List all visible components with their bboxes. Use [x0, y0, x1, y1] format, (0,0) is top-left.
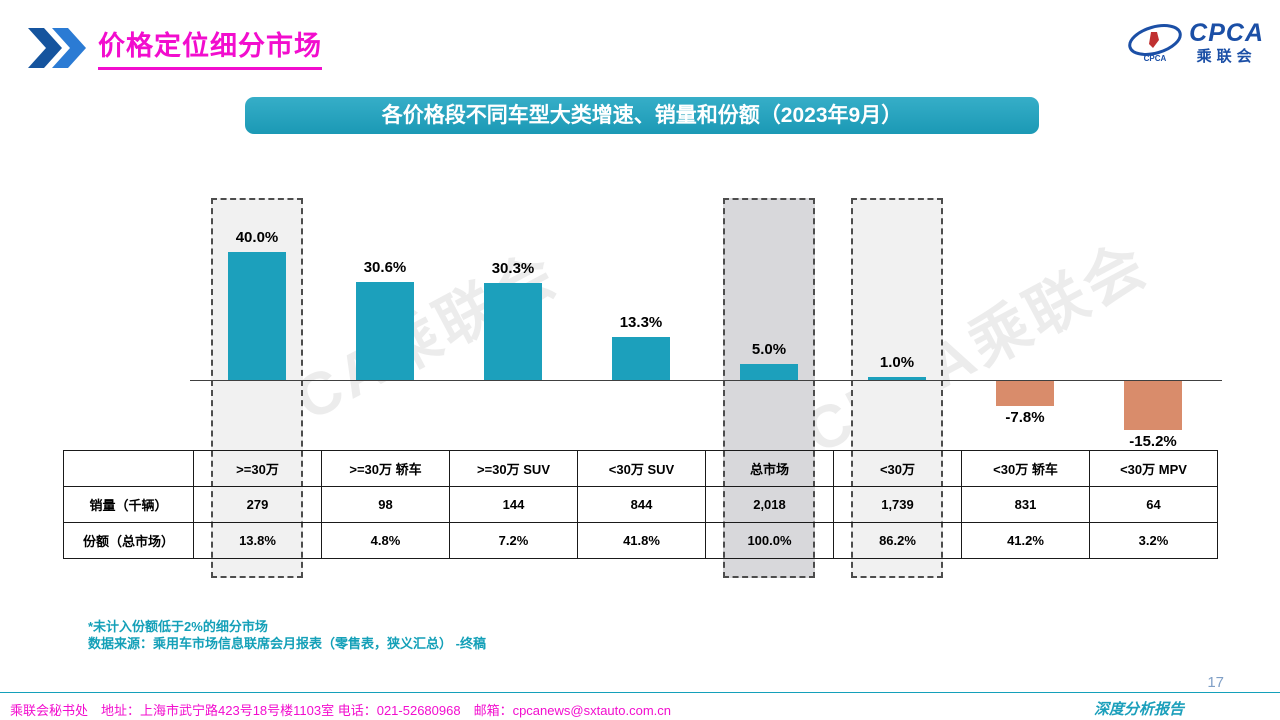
- table-cell: <30万 SUV: [577, 450, 706, 487]
- table-cell: 98: [321, 486, 450, 523]
- footer-divider: [0, 692, 1280, 693]
- bar->=30万 SUV: [484, 283, 542, 380]
- bar->=30万 轿车: [356, 282, 414, 380]
- zero-axis-line: [190, 380, 1222, 381]
- bar->=30万: [228, 252, 286, 380]
- bar-<30万: [868, 376, 926, 380]
- table-cell: 831: [961, 486, 1090, 523]
- cpca-logo: CPCA CPCA 乘联会: [1125, 20, 1264, 64]
- table-cell: <30万 轿车: [961, 450, 1090, 487]
- table-cell: 4.8%: [321, 522, 450, 559]
- bar-总市场: [740, 364, 798, 380]
- logo-sub-label: 乘联会: [1196, 47, 1257, 65]
- table-row: 份额（总市场） 13.8% 4.8% 7.2% 41.8% 100.0% 86.2% 41.2…: [63, 522, 1218, 559]
- page-number: 17: [1207, 674, 1224, 691]
- table-cell: 13.8%: [193, 522, 322, 559]
- footnotes: *未计入份额低于2%的细分市场 数据来源：乘用车市场信息联席会月报表（零售表，狭…: [88, 618, 486, 652]
- table-cell: 3.2%: [1089, 522, 1218, 559]
- footer-contact-text: 乘联会秘书处 地址：上海市武宁路423号18号楼1103室 电话：021-526…: [10, 703, 672, 718]
- bar-value-label: 1.0%: [879, 353, 915, 371]
- bar-value-label: 13.3%: [619, 314, 663, 332]
- data-table: >=30万 >=30万 轿车 >=30万 SUV <30万 SUV 总市场 <30万 <30…: [63, 450, 1218, 559]
- table-cell: <30万: [833, 450, 962, 487]
- cpca-emblem-icon: CPCA: [1128, 24, 1182, 63]
- bar-value-label: 5.0%: [751, 341, 787, 358]
- table-cell: 279: [193, 486, 322, 523]
- table-cell: 销量（千辆）: [63, 486, 194, 523]
- table-cell: 总市场: [705, 450, 834, 487]
- table-row: 销量（千辆） 279 98 144 844 2,018 1,739 831 64: [63, 486, 1218, 523]
- table-cell: 7.2%: [449, 522, 578, 559]
- table-cell: 41.8%: [577, 522, 706, 559]
- footnote-line1: *未计入份额低于2%的细分市场: [88, 619, 268, 634]
- table-cell: >=30万: [193, 450, 322, 487]
- logo-text: CPCA 乘联会: [1189, 18, 1264, 65]
- table-cell: 144: [449, 486, 578, 523]
- logo-main-label: CPCA: [1189, 18, 1264, 47]
- bar-<30万 轿车: [996, 381, 1054, 406]
- table-cell: 1,739: [833, 486, 962, 523]
- table-header-row: >=30万 >=30万 轿车 >=30万 SUV <30万 SUV 总市场 <30万 <30…: [63, 450, 1218, 487]
- page-title: 价格定位细分市场: [98, 24, 322, 70]
- footnote-line2: 数据来源：乘用车市场信息联席会月报表（零售表，狭义汇总） -终稿: [88, 636, 486, 651]
- table-cell: >=30万 SUV: [449, 450, 578, 487]
- bar-value-label: -15.2%: [1129, 432, 1177, 450]
- double-chevron-icon: [28, 28, 86, 68]
- bar-value-label: 40.0%: [235, 229, 279, 246]
- table-cell: 41.2%: [961, 522, 1090, 559]
- report-label: 深度分析报告: [1093, 702, 1184, 718]
- bar-<30万 SUV: [612, 337, 670, 380]
- bar-value-label: 30.3%: [491, 260, 535, 278]
- table-cell: 86.2%: [833, 522, 962, 559]
- bar-value-label: 30.6%: [363, 259, 407, 277]
- table-cell: <30万 MPV: [1089, 450, 1218, 487]
- table-cell: 100.0%: [705, 522, 834, 559]
- emblem-caption: CPCA: [1144, 54, 1167, 63]
- table-cell: 2,018: [705, 486, 834, 523]
- table-cell: 844: [577, 486, 706, 523]
- table-cell: [63, 450, 194, 487]
- table-cell: 份额（总市场）: [63, 522, 194, 559]
- bar-value-label: -7.8%: [1005, 408, 1045, 426]
- table-cell: 64: [1089, 486, 1218, 523]
- chart-title-banner: 各价格段不同车型大类增速、销量和份额（2023年9月）: [245, 97, 1039, 134]
- bar-<30万 MPV: [1124, 381, 1182, 430]
- header: 价格定位细分市场: [28, 24, 322, 70]
- table-cell: >=30万 轿车: [321, 450, 450, 487]
